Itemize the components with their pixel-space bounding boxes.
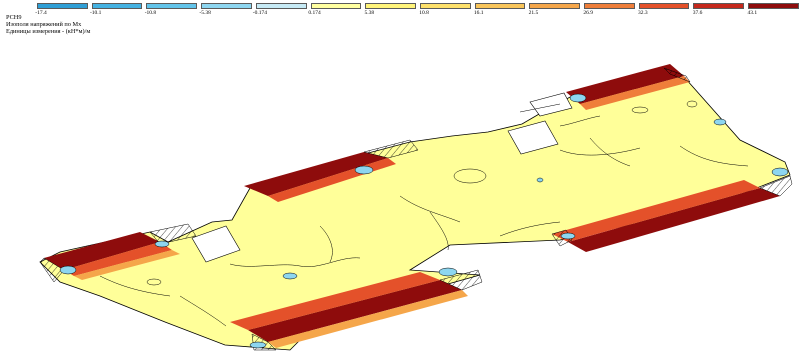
legend-tick-label: -5.38: [199, 10, 211, 16]
legend-tick-label: 10.8: [419, 10, 429, 16]
legend-swatch: [693, 3, 745, 9]
plot-caption: РСН9 Изополя напряжений по Mx Единицы из…: [6, 14, 90, 36]
legend-swatch: [638, 3, 690, 9]
legend-tick-label: -10.8: [144, 10, 157, 16]
legend-tick-label: -0.174: [252, 10, 267, 16]
load-combination-label: РСН9: [6, 14, 22, 21]
legend-swatch: [37, 3, 88, 9]
legend-swatch: [474, 3, 526, 9]
legend-swatch: [91, 3, 143, 9]
units-label: Единицы измерения - (кН*м)/м: [6, 28, 91, 36]
legend-tick-label: -17.4: [35, 10, 47, 16]
opening: [507, 120, 559, 155]
legend-swatch: [146, 3, 198, 9]
legend-tick-label: 37.6: [692, 10, 703, 16]
legend-tick-label: 5.38: [364, 10, 375, 16]
legend-swatch: [419, 3, 471, 9]
hatched-edge-zones: [39, 67, 793, 351]
legend-swatch: [201, 3, 252, 9]
legend-tick-label: 0.174: [308, 10, 321, 16]
positive-moment-bands: [44, 64, 780, 348]
legend-swatch: [584, 3, 635, 9]
legend-tick-label: 21.5: [528, 10, 539, 16]
legend-tick-label: 32.3: [638, 10, 648, 16]
legend-swatches: [37, 3, 799, 9]
negative-moment-patches: [59, 93, 789, 349]
isofield-title: Изополя напряжений по Mx: [6, 21, 82, 29]
legend-tick-label: 16.1: [473, 10, 484, 16]
legend-tick-label: 43.1: [747, 10, 758, 16]
legend-swatch: [310, 3, 362, 9]
opening: [529, 92, 573, 117]
legend-swatch: [529, 3, 581, 9]
contour-lines: [99, 100, 749, 327]
legend-tick-label: 26.9: [583, 10, 593, 16]
legend-swatch: [365, 3, 416, 9]
color-scale-legend: -17.4 -10.1 -10.8 -5.38 -0.174 0.174 5.38 10.8 1…: [35, 3, 799, 19]
opening: [191, 225, 241, 263]
legend-swatch: [748, 3, 799, 9]
legend-tick-label: -10.1: [89, 10, 102, 16]
legend-swatch: [255, 3, 307, 9]
